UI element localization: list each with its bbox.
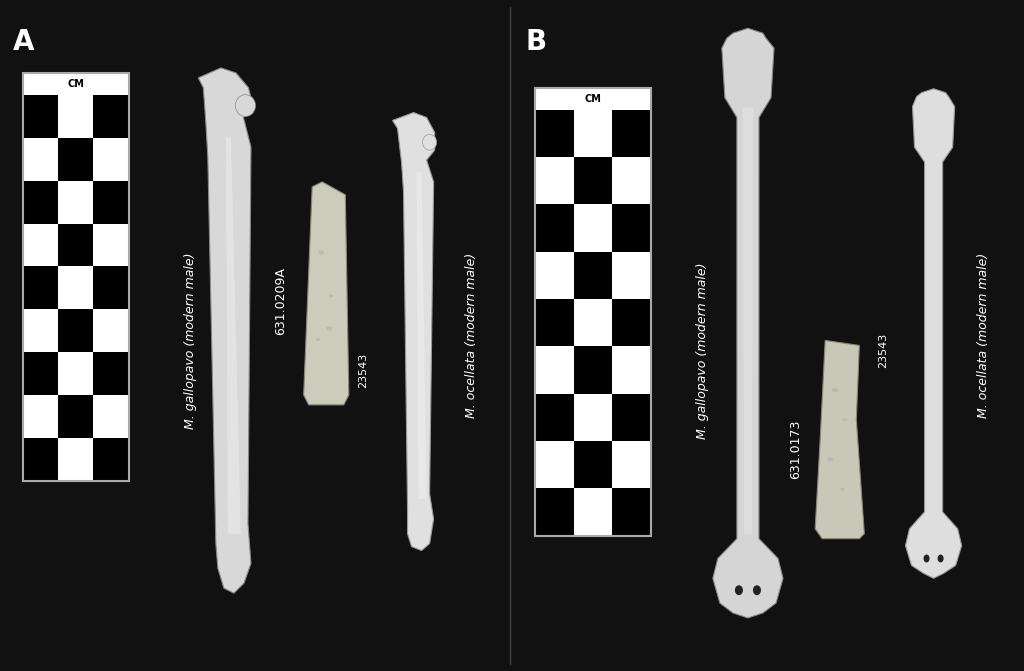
Bar bbox=[24, 95, 58, 138]
Bar bbox=[536, 488, 573, 535]
Ellipse shape bbox=[423, 134, 436, 150]
Text: M. ocellata (modern male): M. ocellata (modern male) bbox=[977, 253, 990, 418]
Polygon shape bbox=[743, 107, 753, 533]
Bar bbox=[93, 223, 129, 266]
Polygon shape bbox=[392, 113, 434, 550]
Polygon shape bbox=[815, 340, 864, 539]
Bar bbox=[612, 346, 650, 394]
Bar bbox=[536, 204, 573, 252]
Bar bbox=[536, 109, 573, 157]
Bar bbox=[612, 394, 650, 441]
Bar bbox=[93, 352, 129, 395]
Ellipse shape bbox=[735, 585, 743, 595]
Text: CM: CM bbox=[585, 94, 601, 103]
Bar bbox=[24, 180, 58, 223]
Bar bbox=[573, 109, 612, 157]
Bar bbox=[58, 223, 93, 266]
Bar bbox=[536, 299, 573, 346]
Text: CM: CM bbox=[68, 79, 84, 89]
Bar bbox=[573, 252, 612, 299]
Bar bbox=[573, 488, 612, 535]
Bar bbox=[536, 88, 650, 109]
Bar bbox=[573, 346, 612, 394]
Text: M. gallopavo (modern male): M. gallopavo (modern male) bbox=[696, 262, 710, 439]
Text: 631.0209A: 631.0209A bbox=[274, 267, 288, 335]
Bar bbox=[58, 266, 93, 309]
Bar bbox=[24, 309, 58, 352]
Polygon shape bbox=[226, 138, 241, 533]
Bar bbox=[536, 88, 650, 535]
Polygon shape bbox=[304, 182, 349, 405]
Bar bbox=[58, 352, 93, 395]
Bar bbox=[573, 299, 612, 346]
Text: B: B bbox=[525, 28, 546, 56]
Bar bbox=[612, 204, 650, 252]
Ellipse shape bbox=[327, 326, 332, 331]
Bar bbox=[58, 309, 93, 352]
Ellipse shape bbox=[841, 488, 844, 491]
Ellipse shape bbox=[318, 250, 325, 254]
Ellipse shape bbox=[924, 554, 930, 562]
Bar bbox=[93, 266, 129, 309]
Bar bbox=[612, 299, 650, 346]
Bar bbox=[24, 266, 58, 309]
Ellipse shape bbox=[236, 95, 256, 117]
Bar bbox=[612, 488, 650, 535]
Bar bbox=[58, 138, 93, 180]
Bar bbox=[573, 441, 612, 488]
Bar bbox=[93, 395, 129, 438]
Bar bbox=[612, 157, 650, 204]
Bar bbox=[24, 138, 58, 180]
Bar bbox=[24, 438, 58, 481]
Polygon shape bbox=[713, 28, 783, 618]
Bar bbox=[612, 109, 650, 157]
Ellipse shape bbox=[938, 554, 944, 562]
Text: A: A bbox=[13, 28, 35, 56]
Bar bbox=[93, 309, 129, 352]
Bar bbox=[24, 223, 58, 266]
Bar bbox=[536, 252, 573, 299]
Bar bbox=[93, 438, 129, 481]
Text: 631.0173: 631.0173 bbox=[790, 420, 803, 479]
Bar bbox=[536, 394, 573, 441]
Polygon shape bbox=[417, 172, 427, 499]
Ellipse shape bbox=[827, 457, 834, 462]
Polygon shape bbox=[905, 89, 962, 578]
Bar bbox=[93, 95, 129, 138]
Bar bbox=[536, 157, 573, 204]
Ellipse shape bbox=[833, 388, 839, 393]
Bar bbox=[536, 346, 573, 394]
Ellipse shape bbox=[753, 585, 761, 595]
Bar bbox=[24, 73, 129, 481]
Bar bbox=[573, 204, 612, 252]
Bar bbox=[612, 441, 650, 488]
Bar bbox=[24, 73, 129, 95]
Text: M. ocellata (modern male): M. ocellata (modern male) bbox=[465, 253, 478, 418]
Bar bbox=[93, 138, 129, 180]
Bar bbox=[612, 252, 650, 299]
Polygon shape bbox=[199, 68, 254, 593]
Bar bbox=[24, 395, 58, 438]
Ellipse shape bbox=[843, 418, 846, 421]
Bar bbox=[573, 157, 612, 204]
Bar bbox=[536, 441, 573, 488]
Bar bbox=[58, 95, 93, 138]
Bar bbox=[58, 438, 93, 481]
Bar bbox=[93, 180, 129, 223]
Ellipse shape bbox=[330, 295, 333, 297]
Bar bbox=[573, 394, 612, 441]
Bar bbox=[58, 180, 93, 223]
Ellipse shape bbox=[316, 338, 321, 341]
Text: 23543: 23543 bbox=[879, 333, 889, 368]
Bar bbox=[58, 395, 93, 438]
Bar bbox=[24, 352, 58, 395]
Text: M. gallopavo (modern male): M. gallopavo (modern male) bbox=[184, 252, 198, 429]
Text: 23543: 23543 bbox=[358, 352, 369, 388]
